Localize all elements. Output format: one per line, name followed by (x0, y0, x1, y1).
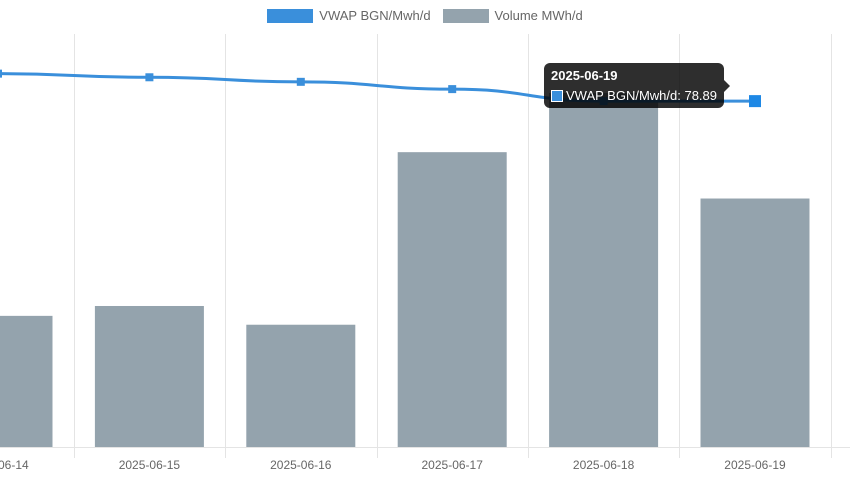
x-tick-label: 2025-06-17 (422, 458, 484, 472)
legend-label-vwap: VWAP BGN/Mwh/d (319, 8, 431, 23)
legend-item-volume[interactable]: Volume MWh/d (442, 7, 583, 25)
x-tick-label: 2025-06-15 (119, 458, 181, 472)
volume-bar (0, 315, 53, 447)
tooltip-row: VWAP BGN/Mwh/d: 78.89 (551, 88, 717, 104)
tooltip-label: VWAP BGN/Mwh/d: 78.89 (566, 88, 718, 103)
x-tick-label: 2025-06-18 (573, 458, 635, 472)
vwap-point (0, 69, 2, 78)
tooltip-title: 2025-06-19 (551, 68, 618, 83)
x-tick-label: 2025-06-19 (724, 458, 786, 472)
vwap-point (145, 73, 154, 82)
volume-bars (0, 93, 810, 447)
vwap-point-active (749, 95, 761, 108)
volume-bar (397, 152, 507, 447)
volume-bar (700, 198, 810, 447)
legend-label-volume: Volume MWh/d (494, 8, 583, 23)
legend-item-vwap[interactable]: VWAP BGN/Mwh/d (267, 7, 431, 25)
grid-lines (0, 34, 850, 458)
x-axis-tick-labels: 2025-06-14 2025-06-15 2025-06-16 2025-06-17… (0, 458, 786, 472)
tooltip-swatch (551, 90, 563, 102)
chart-tooltip: 2025-06-19 VWAP BGN/Mwh/d: 78.89 (544, 63, 724, 108)
volume-bar (246, 324, 356, 447)
volume-bar (549, 93, 659, 447)
chart-legend: VWAP BGN/Mwh/d Volume MWh/d (0, 7, 850, 25)
legend-swatch-volume (442, 9, 489, 23)
x-tick-label: 2025-06-16 (270, 458, 332, 472)
tooltip-caret (724, 80, 730, 92)
vwap-point (296, 77, 305, 86)
vwap-point (448, 85, 457, 94)
x-tick-label: 2025-06-14 (0, 458, 29, 472)
volume-bar (94, 305, 204, 447)
legend-swatch-vwap (267, 9, 314, 23)
